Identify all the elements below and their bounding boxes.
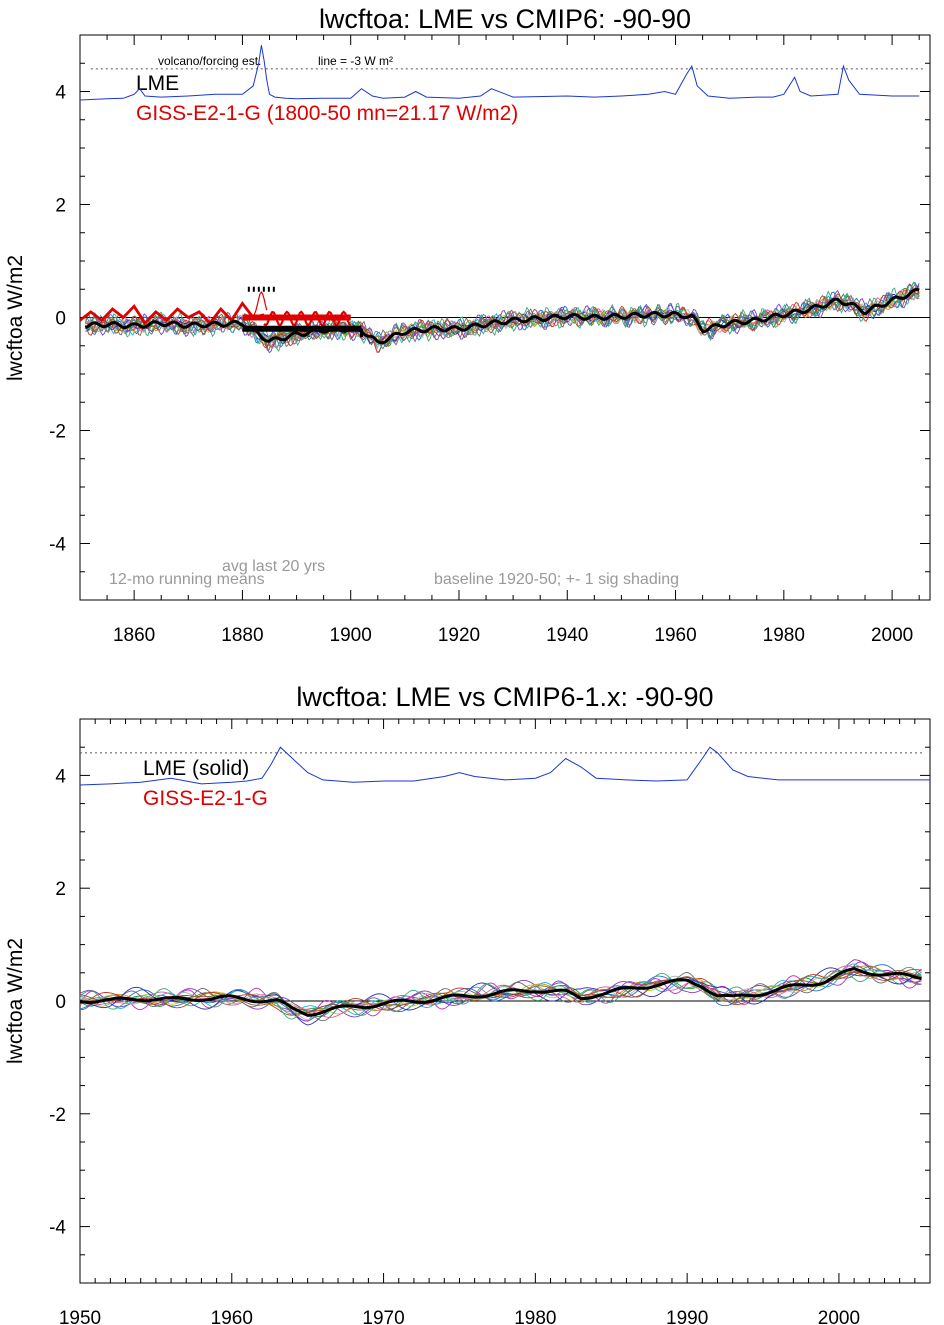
lme-mean-line	[84, 288, 920, 345]
x-tick-label: 2000	[818, 1308, 860, 1325]
giss-series-line	[263, 310, 352, 328]
avg-annotation: avg last 20 yrs	[222, 558, 325, 575]
y-tick-label: 2	[55, 196, 66, 217]
x-tick-label: 1860	[113, 625, 155, 646]
x-tick-label: 1900	[330, 625, 372, 646]
x-tick-label: 1970	[362, 1308, 404, 1325]
y-tick-label: -2	[49, 422, 66, 443]
x-tick-label: 1920	[438, 625, 480, 646]
y-axis-label: lwcftoa W/m2	[4, 938, 27, 1064]
ensemble-member-line	[79, 968, 922, 1021]
y-axis-label: lwcftoa W/m2	[4, 255, 27, 381]
ensemble-member-line	[79, 969, 922, 1016]
chart-title: lwcftoa: LME vs CMIP6-1.x: -90-90	[296, 682, 713, 712]
ensemble-member-line	[85, 285, 920, 344]
y-tick-label: -4	[49, 535, 66, 556]
ensemble-member-line	[79, 965, 922, 1018]
x-tick-label: 1950	[59, 1308, 101, 1325]
baseline-annotation: baseline 1920-50; +- 1 sig shading	[434, 571, 679, 588]
x-tick-label: 1960	[654, 625, 696, 646]
x-tick-label: 1960	[211, 1308, 253, 1325]
x-tick-label: 2000	[871, 625, 913, 646]
y-tick-label: 4	[55, 766, 66, 787]
legend-giss: GISS-E2-1-G	[143, 787, 268, 810]
ensemble-member-line	[85, 290, 920, 348]
forcing-line	[79, 45, 920, 101]
chart-title: lwcftoa: LME vs CMIP6: -90-90	[319, 4, 691, 34]
running-mean-annotation: 12-mo running means	[109, 571, 265, 588]
legend-lme: LME (solid)	[143, 757, 249, 780]
x-tick-label: 1980	[763, 625, 805, 646]
ensemble-member-line	[85, 281, 920, 352]
x-tick-label: 1940	[546, 625, 588, 646]
chart-panel-2: lwcftoa: LME vs CMIP6-1.x: -90-90 lwcfto…	[4, 682, 931, 1325]
chart-panel-1: lwcftoa: LME vs CMIP6: -90-90 lwcftoa W/…	[4, 4, 931, 646]
y-tick-label: 2	[55, 879, 66, 900]
y-tick-label: 0	[55, 992, 66, 1013]
line-note-annotation: line = -3 W m²	[318, 54, 393, 68]
giss-forcing-line	[252, 291, 268, 317]
legend-lme: LME	[136, 72, 179, 95]
legend-giss: GISS-E2-1-G (1800-50 mn=21.17 W/m2)	[136, 102, 518, 125]
x-tick-label: 1980	[514, 1308, 556, 1325]
x-tick-label: 1990	[666, 1308, 708, 1325]
x-tick-label: 1880	[221, 625, 263, 646]
y-tick-label: -4	[49, 1218, 66, 1239]
lme-mean-line	[79, 967, 922, 1017]
y-tick-label: -2	[49, 1105, 66, 1126]
ensemble-member-line	[85, 281, 920, 348]
volcano-annotation: volcano/forcing est.	[158, 54, 261, 68]
forcing-line	[79, 746, 930, 786]
y-tick-label: 0	[55, 309, 66, 330]
y-tick-label: 4	[55, 83, 66, 104]
giss-series-line	[79, 300, 265, 326]
